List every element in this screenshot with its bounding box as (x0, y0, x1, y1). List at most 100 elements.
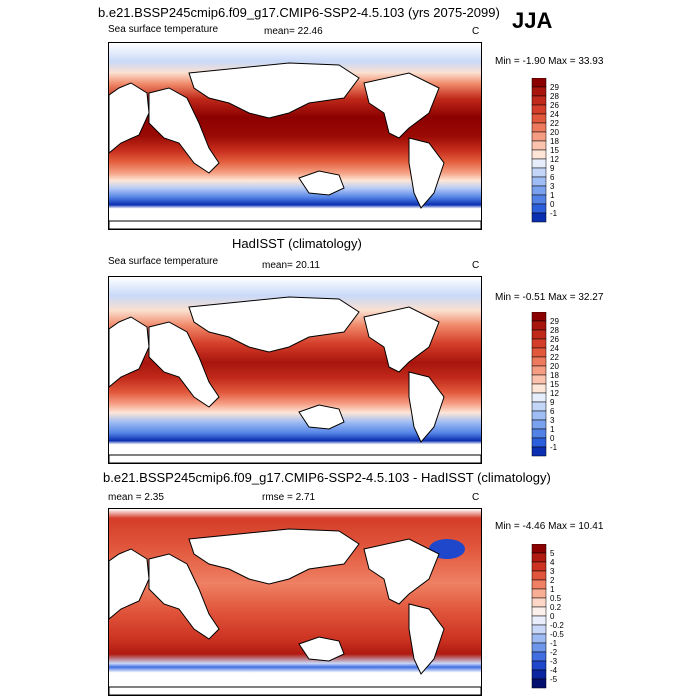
colorbar-tick-label: 29 (550, 317, 559, 326)
colorbar-swatch (531, 651, 547, 662)
colorbar-tick-label: 0 (550, 612, 555, 621)
colorbar-swatch (531, 338, 547, 349)
colorbar-tick-label: -1 (550, 443, 558, 452)
colorbar-swatch (531, 194, 547, 205)
panel1-title: b.e21.BSSP245cmip6.f09_g17.CMIP6-SSP2-4.… (98, 5, 500, 20)
panel3-rmse-label: rmse = 2.71 (262, 492, 316, 503)
panel1-unit-label: C (472, 26, 480, 37)
colorbar-tick-label: -5 (550, 675, 558, 684)
colorbar-tick-label: 24 (550, 344, 559, 353)
colorbar-tick-label: -0.5 (550, 630, 564, 639)
panel3-minmax-label: Min = -4.46 Max = 10.41 (495, 521, 604, 532)
colorbar-swatch (531, 113, 547, 124)
panel3-continents (109, 528, 481, 695)
colorbar-tick-label: 3 (550, 567, 555, 576)
colorbar-swatch (531, 104, 547, 115)
panel1-map (108, 42, 482, 230)
colorbar-swatch (531, 86, 547, 97)
colorbar-tick-label: 28 (550, 92, 559, 101)
panel2-continents (109, 296, 481, 463)
colorbar-swatch (531, 419, 547, 430)
colorbar-swatch (531, 122, 547, 133)
colorbar-swatch (531, 347, 547, 358)
colorbar-swatch (531, 383, 547, 394)
colorbar-swatch (531, 410, 547, 421)
colorbar-swatch (531, 392, 547, 403)
colorbar-tick-label: 3 (550, 182, 555, 191)
colorbar-swatch (531, 642, 547, 653)
panel3-mean-label: mean = 2.35 (108, 492, 164, 503)
colorbar-swatch (531, 312, 547, 322)
colorbar-swatch (531, 185, 547, 196)
colorbar-swatch (531, 624, 547, 635)
colorbar-tick-label: 18 (550, 137, 559, 146)
panel2-unit-label: C (472, 260, 480, 271)
colorbar-tick-label: 20 (550, 128, 559, 137)
colorbar-swatch (531, 633, 547, 644)
colorbar-tick-label: 1 (550, 585, 555, 594)
colorbar-tick-label: 0.2 (550, 603, 562, 612)
colorbar-swatch (531, 570, 547, 581)
colorbar-tick-label: 24 (550, 110, 559, 119)
colorbar-swatch (531, 446, 547, 457)
colorbar-swatch (531, 374, 547, 385)
colorbar-swatch (531, 131, 547, 142)
colorbar-swatch (531, 561, 547, 572)
colorbar-tick-label: -4 (550, 666, 558, 675)
colorbar-tick-label: 6 (550, 407, 555, 416)
colorbar-tick-label: 0.5 (550, 594, 562, 603)
colorbar-tick-label: 12 (550, 155, 559, 164)
colorbar-swatch (531, 588, 547, 599)
colorbar-swatch (531, 158, 547, 169)
colorbar-tick-label: -3 (550, 657, 558, 666)
colorbar-swatch (531, 95, 547, 106)
colorbar-swatch (531, 437, 547, 448)
colorbar-tick-label: -1 (550, 209, 558, 218)
colorbar-swatch (531, 669, 547, 680)
colorbar-swatch (531, 401, 547, 412)
panel2-map (108, 276, 482, 464)
colorbar-tick-label: 3 (550, 416, 555, 425)
colorbar-tick-label: 22 (550, 353, 559, 362)
colorbar-tick-label: 15 (550, 380, 559, 389)
colorbar-swatch (531, 660, 547, 671)
panel2-left-label: Sea surface temperature (108, 256, 219, 267)
panel3-map (108, 508, 482, 696)
colorbar-tick-label: 15 (550, 146, 559, 155)
panel2-mean-label: mean= 20.11 (262, 260, 320, 271)
colorbar-swatch (531, 140, 547, 151)
colorbar-tick-label: 1 (550, 191, 555, 200)
colorbar-tick-label: 5 (550, 549, 555, 558)
colorbar-swatch (531, 167, 547, 178)
panel3-unit-label: C (472, 492, 480, 503)
colorbar-swatch (531, 552, 547, 563)
colorbar-swatch (531, 678, 547, 689)
colorbar-swatch (531, 579, 547, 590)
panel2-title: HadISST (climatology) (232, 236, 362, 251)
colorbar-tick-label: 26 (550, 335, 559, 344)
colorbar-tick-label: 26 (550, 101, 559, 110)
colorbar-swatch (531, 597, 547, 608)
colorbar-swatch (531, 212, 547, 223)
colorbar-tick-label: -2 (550, 648, 558, 657)
colorbar-tick-label: 0 (550, 200, 555, 209)
panel3-colorbar: 5 4 3 2 1 0.5 0.2 0 -0.2 -0.5 -1 -2 -3 -4 -5 (530, 544, 590, 694)
panel1-mean-label: mean= 22.46 (264, 26, 323, 37)
colorbar-swatch (531, 365, 547, 376)
colorbar-swatch (531, 329, 547, 340)
colorbar-swatch (531, 606, 547, 617)
colorbar-tick-label: 12 (550, 389, 559, 398)
colorbar-tick-label: -1 (550, 639, 558, 648)
colorbar-tick-label: 0 (550, 434, 555, 443)
panel2-minmax-label: Min = -0.51 Max = 32.27 (495, 292, 604, 303)
colorbar-swatch (531, 428, 547, 439)
colorbar-tick-label: 28 (550, 326, 559, 335)
colorbar-swatch (531, 615, 547, 626)
colorbar-tick-label: 9 (550, 164, 555, 173)
colorbar-tick-label: -0.2 (550, 621, 564, 630)
colorbar-tick-label: 9 (550, 398, 555, 407)
colorbar-tick-label: 2 (550, 576, 555, 585)
panel1-colorbar: 29 28 26 24 22 20 18 15 12 9 6 3 1 0 -1 (530, 78, 590, 228)
colorbar-tick-label: 1 (550, 425, 555, 434)
colorbar-swatch (531, 78, 547, 88)
